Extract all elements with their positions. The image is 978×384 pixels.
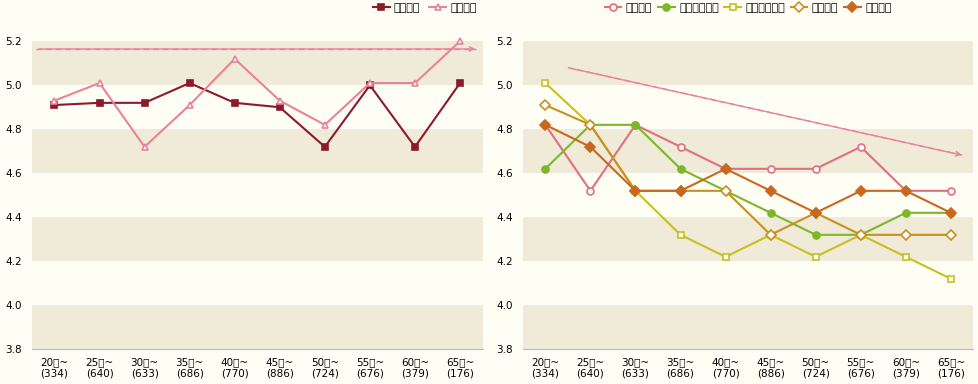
Bar — [32, 85, 482, 129]
Bar — [32, 305, 482, 349]
Bar — [32, 173, 482, 217]
Bar — [32, 261, 482, 305]
Bar — [32, 41, 482, 85]
Bar — [522, 173, 972, 217]
Bar — [522, 85, 972, 129]
Bar — [522, 305, 972, 349]
Bar — [522, 217, 972, 261]
Legend: 自己成長, リフレッシュ, チームワーク, 他者承認, 他者貢献: 自己成長, リフレッシュ, チームワーク, 他者承認, 他者貢献 — [604, 3, 891, 13]
Bar — [522, 261, 972, 305]
Bar — [32, 217, 482, 261]
Bar — [32, 129, 482, 173]
Legend: 役割認識, 自己裁量: 役割認識, 自己裁量 — [373, 3, 476, 13]
Bar — [522, 41, 972, 85]
Bar — [522, 129, 972, 173]
